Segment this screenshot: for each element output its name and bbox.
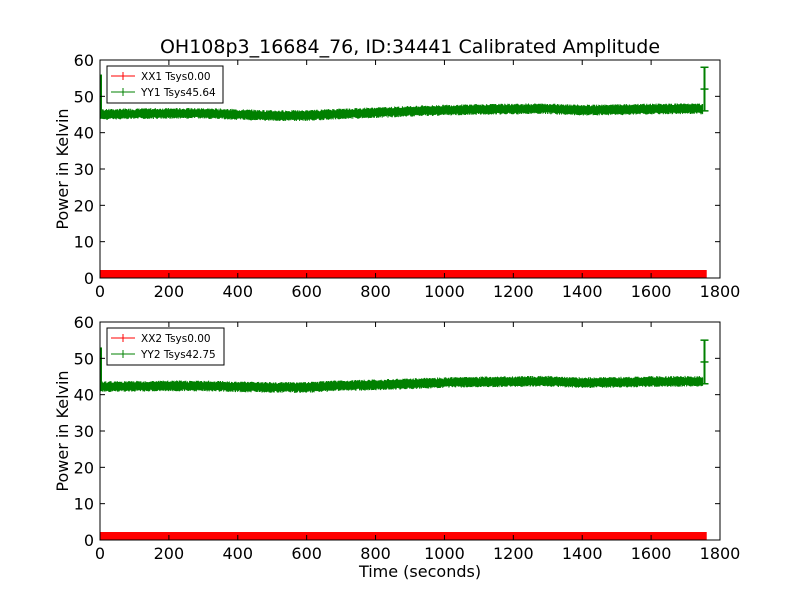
x-tick-label: 1000 xyxy=(424,544,465,563)
y-tick-label: 20 xyxy=(74,196,94,215)
figure-title: OH108p3_16684_76, ID:34441 Calibrated Am… xyxy=(160,36,660,58)
bottom-subplot: 0 200 400 600 800 1000 1200 1400 1600 1800 0 10 20 30… xyxy=(53,313,740,581)
x-tick-label: 1600 xyxy=(631,544,672,563)
legend-box xyxy=(106,65,224,104)
x-tick-label: 200 xyxy=(154,544,185,563)
legend-label: XX1 Tsys0.00 xyxy=(141,71,211,83)
y-tick-label: 0 xyxy=(84,531,94,550)
x-tick-label: 1800 xyxy=(700,544,741,563)
legend-label: YY1 Tsys45.64 xyxy=(140,87,216,99)
x-tick-label: 0 xyxy=(95,544,105,563)
x-tick-label: 0 xyxy=(95,282,105,301)
x-axis-label: Time (seconds) xyxy=(358,562,481,581)
x-tick-label: 1800 xyxy=(700,282,741,301)
y-tick-label: 20 xyxy=(74,458,94,477)
legend-label: XX2 Tsys0.00 xyxy=(141,333,211,345)
x-tick-label: 800 xyxy=(360,282,391,301)
y-tick-label: 60 xyxy=(74,51,94,70)
x-tick-label: 400 xyxy=(223,282,254,301)
plot-data-area xyxy=(100,74,707,278)
top-subplot: 0 200 400 600 800 1000 1200 1400 1600 1800 0 10 20 30… xyxy=(53,51,740,301)
series-2-line xyxy=(100,380,703,388)
x-tick-label: 400 xyxy=(223,544,254,563)
x-tick-label: 1400 xyxy=(562,544,603,563)
legend: XX2 Tsys0.00 YY2 Tsys42.75 xyxy=(106,327,225,366)
x-tick-label: 1200 xyxy=(493,544,534,563)
legend-label: YY2 Tsys42.75 xyxy=(140,349,216,361)
series-1-band xyxy=(100,532,707,540)
y-tick-label: 60 xyxy=(74,313,94,332)
x-tick-label: 1200 xyxy=(493,282,534,301)
y-tick-label: 10 xyxy=(74,233,94,252)
x-tick-label: 800 xyxy=(360,544,391,563)
x-tick-label: 1000 xyxy=(424,282,465,301)
x-tick-label: 600 xyxy=(291,282,322,301)
y-tick-label: 50 xyxy=(74,87,94,106)
x-tick-label: 1400 xyxy=(562,282,603,301)
x-tick-label: 200 xyxy=(154,282,185,301)
x-tick-label: 1600 xyxy=(631,282,672,301)
y-tick-label: 40 xyxy=(74,124,94,143)
y-tick-label: 30 xyxy=(74,422,94,441)
y-tick-label: 50 xyxy=(74,349,94,368)
legend-box xyxy=(106,327,225,366)
series-2-errorbars xyxy=(100,103,704,121)
y-axis-label: Power in Kelvin xyxy=(53,370,72,491)
y-tick-label: 0 xyxy=(84,269,94,288)
y-tick-label: 30 xyxy=(74,160,94,179)
y-tick-label: 10 xyxy=(74,495,94,514)
series-1-band xyxy=(100,270,707,278)
x-tick-label: 600 xyxy=(291,544,322,563)
plot-data-area xyxy=(100,347,707,540)
series-2-line xyxy=(100,108,703,117)
legend: XX1 Tsys0.00 YY1 Tsys45.64 xyxy=(106,65,224,104)
y-axis-label: Power in Kelvin xyxy=(53,108,72,229)
y-tick-label: 40 xyxy=(74,386,94,405)
